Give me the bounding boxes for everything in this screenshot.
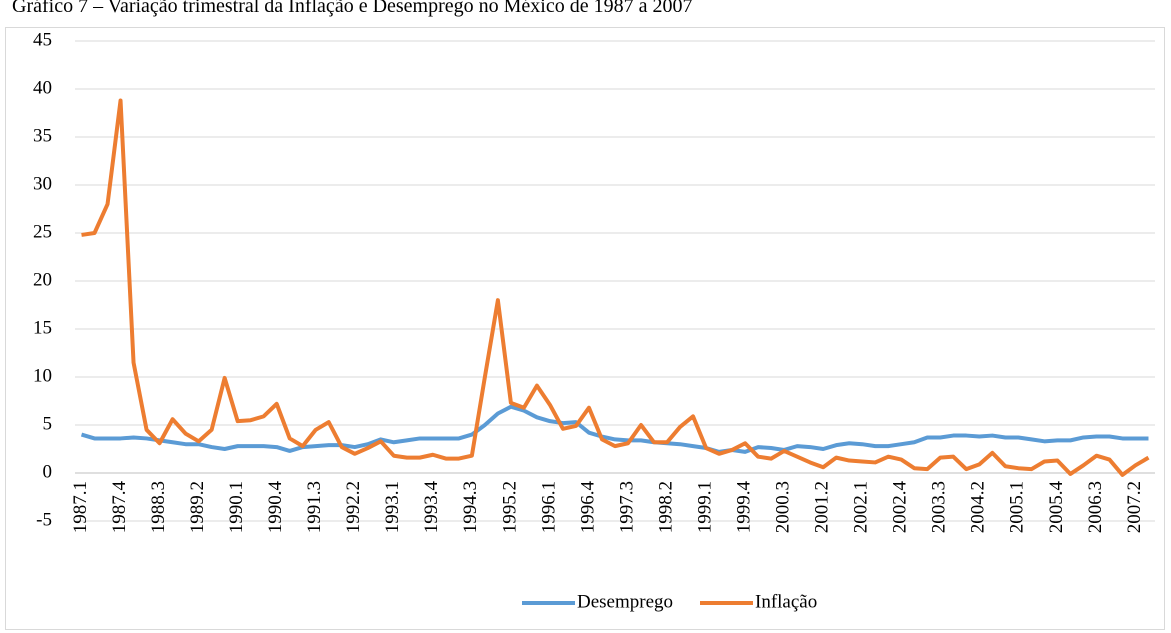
y-tick-label: 20 xyxy=(33,269,52,290)
y-tick-label: -5 xyxy=(36,509,52,530)
x-tick-label: 2002.1 xyxy=(851,481,872,533)
y-tick-label: 10 xyxy=(33,365,52,386)
x-tick-label: 1998.2 xyxy=(655,481,676,533)
x-tick-label: 1991.3 xyxy=(304,481,325,533)
y-tick-label: 25 xyxy=(33,221,52,242)
chart-frame xyxy=(5,27,1165,630)
x-tick-label: 1994.3 xyxy=(460,481,481,533)
x-tick-label: 1992.2 xyxy=(343,481,364,533)
line-series xyxy=(80,404,1149,454)
x-tick-label: 1990.4 xyxy=(265,481,286,534)
y-tick-label: 40 xyxy=(33,77,52,98)
y-tick-label: 0 xyxy=(43,461,53,482)
x-tick-label: 2005.4 xyxy=(1046,481,1067,534)
y-tick-label: 15 xyxy=(33,317,52,338)
x-tick-label: 2006.3 xyxy=(1085,481,1106,533)
x-tick-label: 1997.3 xyxy=(616,481,637,533)
legend-label: Desemprego xyxy=(577,591,673,612)
x-tick-label: 1993.1 xyxy=(382,481,403,533)
y-tick-label: 35 xyxy=(33,125,52,146)
y-tick-label: 30 xyxy=(33,173,52,194)
x-tick-label: 2003.3 xyxy=(929,481,950,533)
x-tick-label: 1996.1 xyxy=(538,481,559,533)
y-tick-label: 45 xyxy=(33,29,52,50)
x-tick-label: 1990.1 xyxy=(226,481,247,533)
x-tick-label: 1999.4 xyxy=(733,481,754,534)
x-tick-label: 1993.4 xyxy=(421,481,442,534)
legend-label: Inflação xyxy=(755,591,817,612)
x-tick-label: 1995.2 xyxy=(499,481,520,533)
x-tick-label: 2005.1 xyxy=(1007,481,1028,533)
chart-title: Gráfico 7 – Variação trimestral da Infla… xyxy=(12,0,693,17)
line-series xyxy=(81,98,1150,477)
x-tick-label: 1988.3 xyxy=(148,481,169,533)
x-tick-label: 2001.2 xyxy=(812,481,833,533)
x-tick-label: 1996.4 xyxy=(577,481,598,534)
y-tick-label: 5 xyxy=(43,413,53,434)
x-tick-label: 1987.1 xyxy=(70,481,91,533)
x-tick-label: 1987.4 xyxy=(109,481,130,534)
x-tick-label: 2000.3 xyxy=(773,481,794,533)
x-tick-label: 2004.2 xyxy=(968,481,989,533)
x-tick-label: 2002.4 xyxy=(890,481,911,534)
x-tick-label: 1999.1 xyxy=(694,481,715,533)
x-tick-label: 1989.2 xyxy=(187,481,208,533)
x-tick-label: 2007.2 xyxy=(1124,481,1145,533)
